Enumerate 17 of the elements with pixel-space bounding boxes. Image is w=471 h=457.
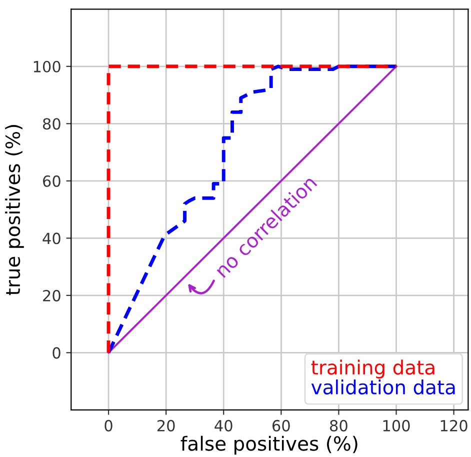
x-tick-label: 0: [104, 420, 112, 432]
y-tick-label: 20: [43, 290, 60, 302]
x-tick-label: 60: [272, 420, 290, 432]
y-tick-label: 40: [42, 232, 60, 244]
x-tick-label: 40: [214, 420, 232, 432]
x-axis-title: false positives (%): [180, 436, 358, 455]
x-tick-label: 120: [440, 420, 468, 432]
x-tick-label: 80: [330, 420, 348, 432]
text: validation data: [311, 379, 455, 394]
y-tick-label: 0: [52, 347, 60, 359]
x-tick-label: 20: [157, 420, 175, 432]
y-axis-title: true positives (%): [5, 125, 24, 296]
text: training data: [311, 360, 434, 378]
y-tick-label: 60: [43, 175, 60, 187]
y-tick-label: 80: [42, 118, 60, 130]
y-tick-label: 100: [34, 60, 60, 72]
x-tick-label: 100: [383, 420, 410, 432]
